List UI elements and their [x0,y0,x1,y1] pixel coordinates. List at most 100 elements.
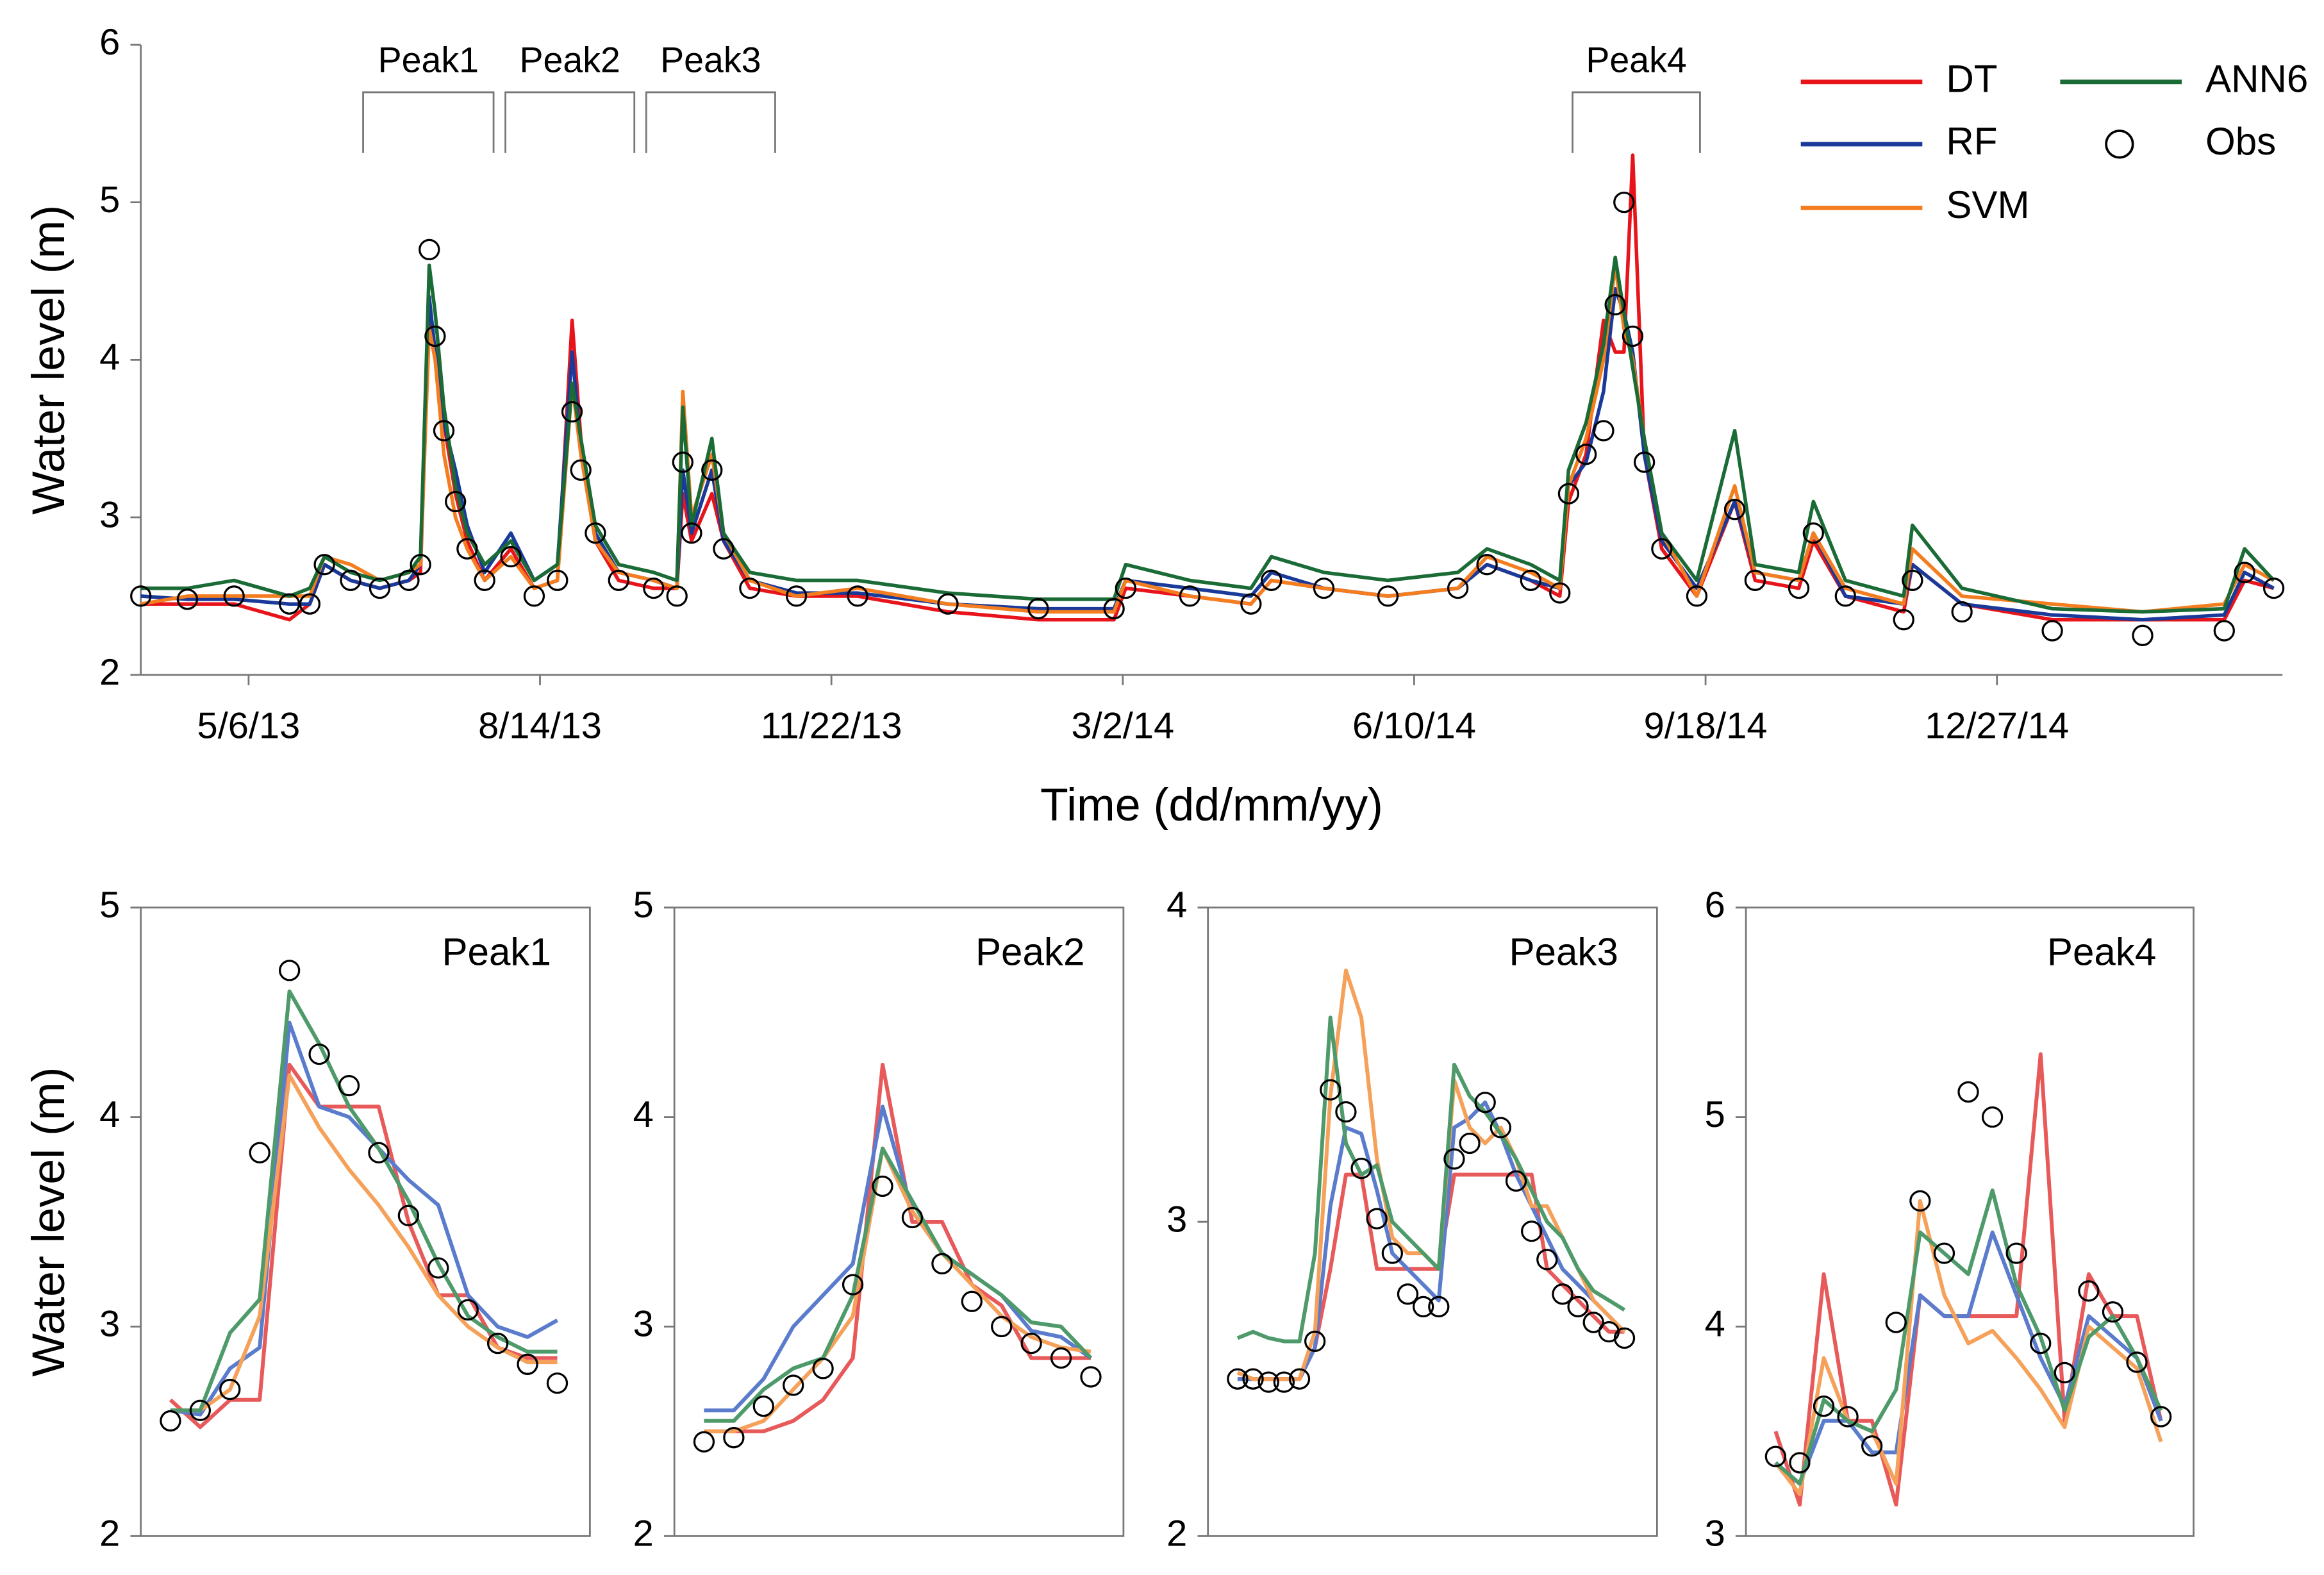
y-tick-label: 4 [633,1094,654,1135]
obs-marker [666,585,688,607]
obs-marker [1428,1296,1450,1318]
obs-marker [1813,1396,1835,1417]
obs-marker [308,1043,330,1065]
obs-marker [1557,483,1580,504]
obs-marker [1593,420,1614,442]
obs-marker [1622,325,1644,347]
obs-marker [739,577,761,599]
obs-marker [1520,569,1541,591]
y-tick-label: 6 [99,22,120,63]
y-tick-label: 2 [99,652,120,693]
obs-marker [1304,1330,1326,1353]
obs-marker [672,451,693,473]
obs-marker [1459,1132,1481,1154]
series-line [704,1146,1091,1433]
obs-marker [1443,1148,1465,1170]
obs-marker [398,569,420,591]
obs-marker [517,1353,538,1375]
y-tick-label: 4 [1705,1304,1725,1345]
obs-marker [1802,522,1824,544]
obs-marker [456,538,478,560]
obs-marker [2102,1301,2124,1323]
y-tick-label: 5 [1705,1094,1725,1135]
obs-marker [2126,1351,2148,1373]
obs-marker [570,459,592,481]
obs-marker [1115,577,1137,599]
y-tick-label: 4 [99,337,120,378]
obs-marker [1273,1371,1295,1393]
series-line [1236,968,1626,1381]
series-line [704,1146,1093,1423]
plot-frame [1207,906,1658,1537]
obs-marker [1490,1117,1512,1138]
peak-bracket [504,91,636,153]
obs-marker [130,585,152,607]
obs-marker [1350,1158,1372,1179]
chart: 2 3 4 5 Water level (m) Peak1 [23,885,591,1554]
obs-marker [1257,1371,1279,1393]
obs-marker [313,554,335,576]
obs-marker [474,569,495,591]
obs-marker [2213,620,2235,642]
obs-marker [1320,1079,1341,1101]
obs-marker [991,1315,1013,1338]
obs-marker [2150,1406,2172,1428]
obs-marker [723,1427,745,1449]
obs-marker [1505,1170,1527,1192]
obs-marker [219,1378,241,1401]
obs-marker [223,585,245,607]
series-line [170,1073,558,1413]
obs-marker [1893,609,1914,631]
obs-marker [427,1257,449,1279]
y-tick-label: 3 [99,1304,120,1345]
series-line [1237,1100,1626,1381]
obs-marker [486,1332,509,1354]
obs-marker [1933,1242,1955,1264]
peak-label: Peak4 [1586,40,1686,79]
obs-marker [1335,1101,1357,1123]
obs-marker [1598,1321,1620,1343]
obs-marker [2078,1280,2100,1302]
obs-marker [1744,569,1766,591]
x-tick-label: 8/14/13 [478,705,602,746]
peak-bracket [362,91,495,153]
obs-marker [1788,577,1810,599]
obs-marker [249,1142,270,1163]
obs-marker [1885,1312,1907,1333]
obs-marker [681,522,702,544]
obs-marker [2234,562,2255,583]
obs-marker [1474,1092,1496,1113]
chart: 2 3 4 5 6 5/6/13 8/14/13 11/22/13 3/2/14 6/10/14 9… [23,22,2308,831]
series-line [1774,1188,2163,1486]
x-tick-label: 3/2/14 [1071,705,1174,746]
plot-frame [673,906,1125,1537]
obs-marker [1575,444,1597,465]
obs-marker [2005,1242,2027,1264]
chart: 2 3 4 Peak3 [1166,885,1658,1554]
y-tick-label: 2 [633,1513,654,1554]
obs-marker [752,1396,774,1417]
obs-marker [1536,1249,1558,1271]
obs-marker [1723,499,1746,521]
x-axis-label: Time (dd/mm/yy) [1040,779,1383,831]
obs-marker [842,1274,864,1296]
obs-marker [445,490,467,513]
series-line [140,287,2275,622]
peak-bracket [1572,91,1701,153]
obs-marker [160,1410,181,1432]
obs-marker [847,585,868,607]
series-line [704,1062,1091,1433]
y-tick-label: 4 [99,1094,120,1135]
obs-marker [546,1372,569,1394]
series-line [169,1062,558,1429]
series-line [170,1021,558,1417]
obs-marker [1313,577,1335,599]
series-line [1236,1015,1626,1344]
y-tick-label: 5 [633,885,654,926]
obs-marker [457,1299,479,1321]
y-tick-label: 5 [99,179,120,221]
obs-marker [397,1204,420,1226]
series-line [1237,1172,1625,1381]
